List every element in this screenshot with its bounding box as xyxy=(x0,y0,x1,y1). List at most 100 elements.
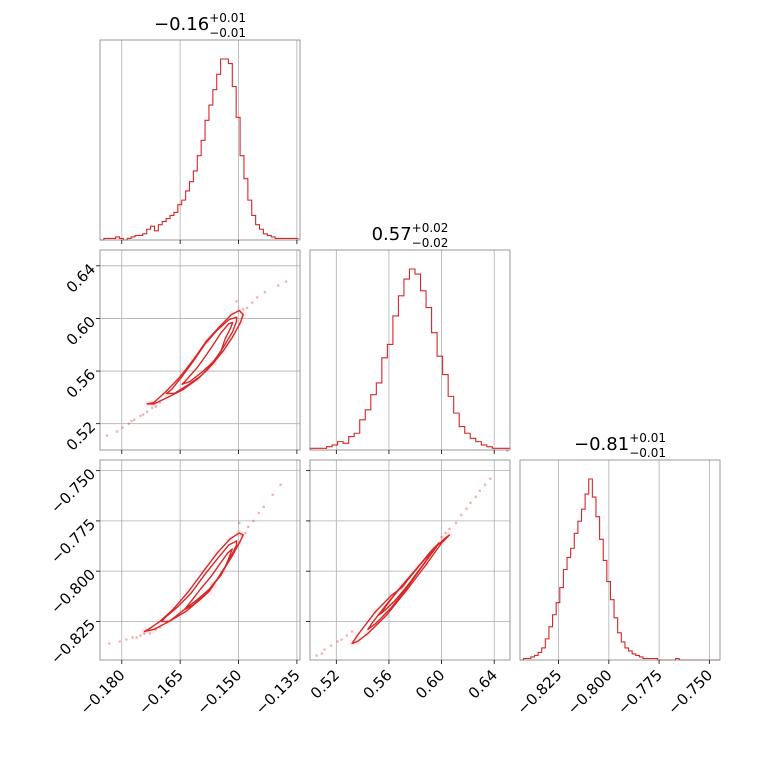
pair-panel-1-2 xyxy=(306,449,511,664)
panel-title-0: −0.16+0.01 xyxy=(154,11,246,35)
x-tick-label: −0.165 xyxy=(135,666,187,718)
sample-point xyxy=(257,511,261,515)
sample-point xyxy=(474,495,478,499)
hist-panel-bg xyxy=(520,460,720,660)
sample-point xyxy=(250,301,254,304)
sample-point xyxy=(118,640,122,643)
y-tick-label: −0.775 xyxy=(47,515,99,567)
sample-point xyxy=(252,519,255,523)
sample-point xyxy=(448,527,451,531)
panel-frame xyxy=(99,459,301,661)
y-tick-label: 0.64 xyxy=(63,260,99,296)
hist-panel-2: −0.01 xyxy=(519,446,721,664)
title-minus: −0.01 xyxy=(209,26,246,40)
panel-title-1: 0.57+0.02 xyxy=(372,221,449,245)
sample-point xyxy=(454,521,458,525)
hist-panel-bg xyxy=(100,40,300,240)
contour-level-2 xyxy=(146,309,244,405)
x-tick-label: 0.52 xyxy=(307,666,343,702)
x-tick-label: −0.800 xyxy=(564,666,616,718)
sample-point xyxy=(340,638,343,641)
x-tick-label: −0.150 xyxy=(193,666,245,718)
sample-point xyxy=(139,414,142,418)
sample-point xyxy=(279,483,282,487)
hist-panel-0: −0.01 xyxy=(99,26,301,244)
sample-point xyxy=(323,648,326,651)
contour-level-2 xyxy=(351,534,451,645)
sample-point xyxy=(105,434,109,437)
x-tick-label: 0.64 xyxy=(465,666,501,702)
pair-panel-0-2 xyxy=(96,459,301,664)
pair-panel-bg xyxy=(100,460,300,660)
sample-point xyxy=(465,507,468,511)
hist-panel-1: −0.02 xyxy=(309,236,511,454)
sample-point xyxy=(320,652,324,655)
sample-point xyxy=(108,642,111,645)
sample-point xyxy=(245,306,249,310)
x-tick-label: 0.56 xyxy=(359,666,395,702)
sample-point xyxy=(262,505,266,509)
sample-point xyxy=(244,531,247,535)
y-tick-label: 0.60 xyxy=(63,313,99,349)
title-minus: −0.01 xyxy=(629,446,666,460)
sample-point xyxy=(132,418,136,422)
panel-frame xyxy=(309,459,511,661)
pair-panel-bg xyxy=(310,460,510,660)
panel-frame xyxy=(99,39,301,241)
sample-point xyxy=(141,413,145,416)
sample-point xyxy=(506,449,509,452)
panel-frame xyxy=(309,249,511,451)
sample-point xyxy=(150,406,154,410)
sample-point xyxy=(145,410,149,414)
sample-point xyxy=(483,483,487,487)
sample-point xyxy=(263,290,267,294)
sample-point xyxy=(127,422,131,425)
sample-point xyxy=(329,644,333,647)
title-median: −0.81 xyxy=(574,434,629,455)
histogram-1 xyxy=(309,268,510,450)
x-tick-label: −0.180 xyxy=(77,666,129,718)
sample-point xyxy=(350,630,354,633)
sample-point xyxy=(135,636,138,639)
x-tick-label: −0.825 xyxy=(513,666,565,718)
title-plus: +0.01 xyxy=(209,11,246,25)
sample-point xyxy=(143,632,146,635)
title-plus: +0.01 xyxy=(629,431,666,445)
sample-point xyxy=(130,419,133,423)
sample-point xyxy=(241,307,245,311)
sample-point xyxy=(154,405,158,408)
panel-frame xyxy=(99,249,301,451)
sample-point xyxy=(237,521,241,525)
sample-point xyxy=(246,525,250,529)
sample-point xyxy=(148,632,152,635)
x-tick-label: 0.60 xyxy=(412,666,448,702)
sample-point xyxy=(284,280,288,283)
panel-frame xyxy=(519,459,721,661)
sample-point xyxy=(444,531,447,535)
sample-point xyxy=(336,640,339,643)
title-plus: +0.02 xyxy=(412,221,449,235)
sample-point xyxy=(460,513,463,517)
x-tick-label: −0.135 xyxy=(252,666,304,718)
sample-point xyxy=(345,634,349,637)
title-minus: −0.02 xyxy=(412,236,449,250)
contour-level-1 xyxy=(165,316,238,395)
contour-level-2 xyxy=(143,532,244,633)
sample-point xyxy=(440,535,443,539)
sample-point xyxy=(271,493,275,497)
sample-point xyxy=(276,284,280,287)
pair-panel-0-1 xyxy=(96,249,301,454)
sample-point xyxy=(125,638,128,641)
histogram-0 xyxy=(100,58,299,241)
hist-panel-bg xyxy=(310,250,510,450)
sample-point xyxy=(121,426,124,429)
contour-level-1 xyxy=(160,540,238,623)
y-tick-label: 0.56 xyxy=(63,365,99,401)
sample-point xyxy=(469,501,472,505)
y-tick-label: −0.750 xyxy=(47,465,99,517)
contour-level-0 xyxy=(181,321,234,385)
sample-point xyxy=(131,636,134,639)
sample-point xyxy=(478,489,482,493)
panel-title-2: −0.81+0.01 xyxy=(574,431,666,455)
